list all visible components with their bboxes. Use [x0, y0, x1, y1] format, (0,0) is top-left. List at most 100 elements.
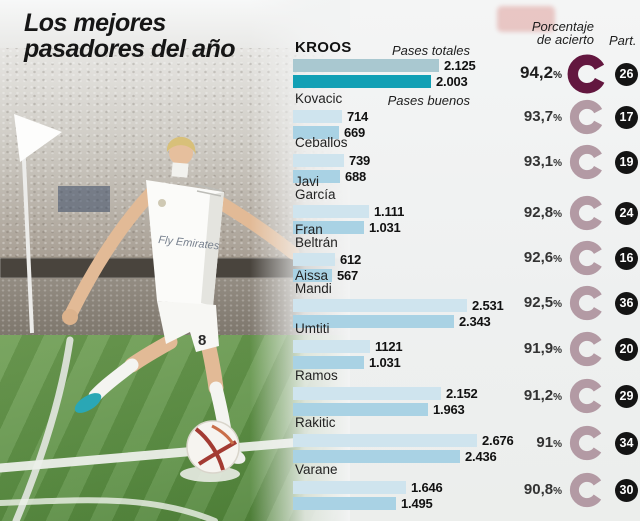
bar-pases-totales: 2.676	[293, 433, 514, 447]
percent-sign: %	[553, 158, 562, 169]
accuracy-percentage: 92,6%	[488, 249, 562, 266]
accuracy-ring-icon	[569, 240, 605, 276]
accuracy-ring-icon	[569, 378, 605, 414]
player-hair	[166, 136, 196, 155]
accuracy-ring-icon	[569, 425, 605, 461]
player-name: Aissa Mandi	[295, 268, 495, 295]
matches-played-badge: 19	[615, 151, 638, 174]
bar-pases-buenos: 2.343	[293, 315, 491, 328]
player-bars: 1.646 1.495	[293, 480, 495, 510]
accuracy-ring-icon	[569, 144, 605, 180]
accuracy-ring-icon	[567, 54, 607, 94]
bar-pases-totales: 1.646	[293, 480, 443, 494]
player-name-line: Rakitic	[295, 415, 336, 430]
player-left-boot	[74, 393, 102, 413]
matches-played-badge: 20	[615, 338, 638, 361]
matches-played-badge: 17	[615, 106, 638, 129]
accuracy-value: 93,7	[523, 108, 554, 125]
accuracy-ring-arc	[567, 54, 607, 94]
player-head	[169, 141, 193, 165]
bar-pases-buenos: 1.031	[293, 355, 401, 369]
player-row: Ceballos 739 688	[293, 135, 495, 186]
series-label-pases-buenos: Pases buenos	[387, 93, 470, 108]
accuracy-value: 91,9	[523, 340, 554, 357]
accuracy-percentage: 90,8%	[488, 481, 562, 498]
jersey-shoulder-stripes	[195, 184, 223, 197]
bar-value-buenos: 567	[337, 268, 359, 283]
accuracy-ring-icon	[569, 285, 605, 321]
bar-pases-buenos: 567	[293, 269, 358, 282]
photo-red-screen-glow	[497, 6, 555, 32]
player-bars: 2.676 2.436	[293, 433, 514, 463]
player-bars: 2.152 1.963	[293, 386, 495, 416]
accuracy-ring-icon	[569, 472, 605, 508]
accuracy-ring-arc	[569, 195, 605, 231]
accuracy-ring-arc	[569, 378, 605, 414]
player-left-arm	[65, 185, 159, 319]
bar-value-totales: 1121	[375, 338, 403, 354]
bar-pases-totales: 612	[293, 253, 361, 266]
player-name: Umtiti	[295, 321, 495, 336]
player-name: Kovacic	[295, 92, 495, 106]
accuracy-percentage: 91,2%	[488, 387, 562, 404]
bar-pases-totales: 1.111	[293, 205, 404, 218]
player-name-line: Ceballos	[295, 135, 348, 150]
accuracy-percentage: 93,7%	[488, 108, 562, 125]
matches-played-badge: 24	[615, 202, 638, 225]
column-header-accuracy-line2: de acierto	[536, 32, 594, 47]
player-name: KROOS	[295, 39, 495, 56]
percent-sign: %	[553, 254, 562, 265]
percent-sign: %	[553, 439, 562, 450]
bar-pases-buenos: 2.003	[293, 74, 468, 88]
bar-value-totales: 1.646	[411, 479, 443, 495]
bar-pases-buenos: 1.963	[293, 402, 465, 416]
player-name-line: Ramos	[295, 368, 338, 383]
accuracy-value: 94,2	[520, 63, 554, 82]
player-row: Fran Beltrán 612 567	[293, 223, 495, 285]
accuracy-value: 92,5	[523, 294, 554, 311]
bar-pases-buenos: 2.436	[293, 449, 497, 463]
percent-sign: %	[553, 70, 562, 81]
matches-played-badge: 36	[615, 292, 638, 315]
percent-sign: %	[553, 113, 562, 124]
bar-value-buenos: 2.003	[436, 73, 468, 89]
accuracy-percentage: 92,8%	[488, 204, 562, 221]
bar-value-totales: 1.111	[374, 204, 405, 219]
player-name-line: KROOS	[295, 39, 352, 56]
bar-pases-totales: 2.125	[293, 58, 476, 72]
player-name: Fran Beltrán	[295, 223, 495, 249]
accuracy-ring-arc	[569, 285, 605, 321]
bar-value-totales: 2.676	[482, 432, 514, 448]
player-row: Umtiti 1121 1.031	[293, 321, 495, 372]
bar-value-buenos: 1.031	[369, 354, 401, 370]
page-title-line1: Los mejores	[24, 9, 166, 37]
matches-played-badge: 29	[615, 385, 638, 408]
column-header-accuracy-line1: Porcentaje	[531, 19, 594, 34]
matches-played-badge: 16	[615, 247, 638, 270]
corner-flag	[14, 114, 62, 334]
matches-played-badge: 30	[615, 479, 638, 502]
accuracy-ring-arc	[569, 99, 605, 135]
bar-pases-buenos: 1.495	[293, 496, 433, 510]
bar-value-buenos: 669	[344, 124, 366, 140]
player-row: Javi García 1.111 1.031	[293, 174, 495, 237]
player-bars: 612 567	[293, 253, 495, 282]
player-name-line: Umtiti	[295, 321, 330, 336]
player-bars: 739 688	[293, 152, 495, 184]
shorts-number: 8	[198, 332, 206, 349]
bar-value-buenos: 1.495	[401, 495, 433, 511]
bar-value-buenos: 688	[345, 168, 367, 184]
percent-sign: %	[553, 486, 562, 497]
bar-value-buenos: 2.343	[459, 314, 491, 329]
player-name-line: Aissa	[295, 268, 329, 283]
bar-value-totales: 739	[349, 152, 371, 168]
accuracy-percentage: 91,9%	[488, 340, 562, 357]
accuracy-ring-arc	[569, 144, 605, 180]
stadium-photo: Fly Emirates 8	[0, 0, 350, 521]
bar-value-totales: 2.531	[472, 298, 504, 313]
player-neck-collar	[171, 162, 189, 178]
bar-pases-totales: 2.531	[293, 299, 504, 312]
player-name-line: Javi	[295, 174, 320, 189]
bar-pases-totales: 714	[293, 109, 368, 123]
matches-played-badge: 34	[615, 432, 638, 455]
